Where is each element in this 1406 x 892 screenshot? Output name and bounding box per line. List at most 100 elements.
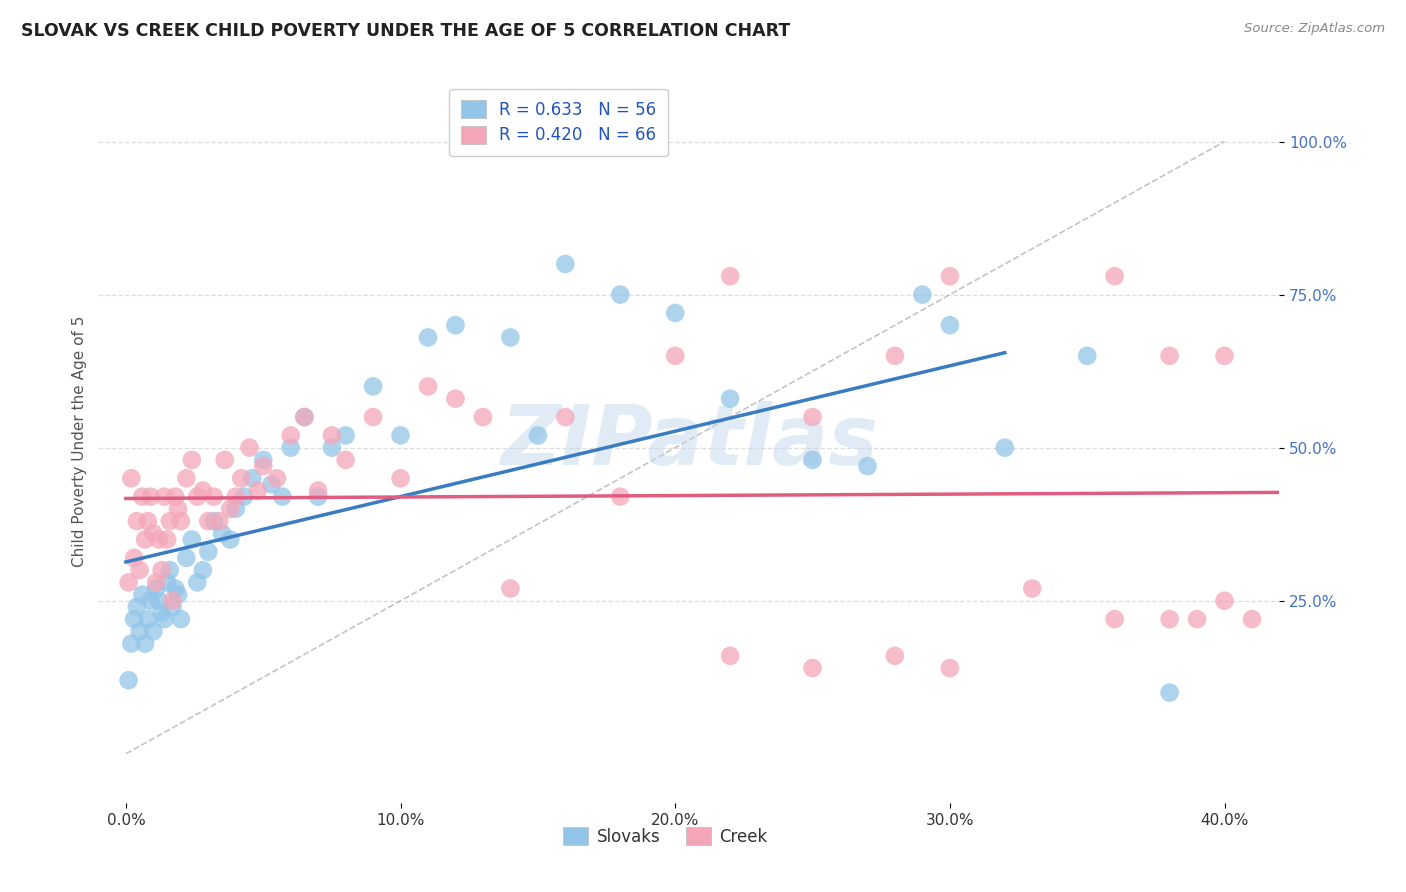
Point [1159, 349, 1181, 363]
Point [125, 599, 148, 614]
Point [202, 490, 225, 504]
Point [167, 502, 190, 516]
Point [260, 477, 283, 491]
Point [911, 287, 934, 301]
Point [122, 612, 145, 626]
Point [202, 514, 225, 528]
Point [180, 453, 202, 467]
Point [718, 392, 741, 406]
Point [176, 550, 198, 565]
Point [120, 471, 142, 485]
Point [153, 612, 176, 626]
Point [170, 612, 193, 626]
Point [1185, 612, 1208, 626]
Point [307, 490, 329, 504]
Point [1213, 349, 1236, 363]
Point [554, 410, 576, 425]
Point [139, 593, 162, 607]
Point [240, 471, 263, 485]
Point [156, 533, 179, 547]
Point [125, 514, 148, 528]
Point [416, 330, 439, 344]
Point [335, 428, 357, 442]
Point [1104, 612, 1126, 626]
Point [219, 533, 242, 547]
Point [664, 349, 686, 363]
Point [214, 453, 236, 467]
Point [361, 410, 384, 425]
Point [527, 428, 550, 442]
Point [225, 490, 247, 504]
Point [939, 661, 962, 675]
Point [884, 648, 907, 663]
Point [444, 318, 467, 333]
Point [191, 483, 214, 498]
Point [361, 379, 384, 393]
Point [294, 410, 316, 425]
Point [186, 490, 208, 504]
Point [801, 410, 824, 425]
Point [1159, 685, 1181, 699]
Point [939, 318, 962, 333]
Point [233, 490, 256, 504]
Point [219, 502, 242, 516]
Point [142, 624, 165, 639]
Point [1076, 349, 1098, 363]
Point [252, 458, 274, 473]
Point [122, 550, 145, 565]
Point [167, 588, 190, 602]
Point [280, 428, 302, 442]
Point [176, 471, 198, 485]
Point [136, 514, 159, 528]
Point [939, 269, 962, 284]
Point [294, 410, 316, 425]
Point [499, 582, 522, 596]
Text: ZIPatlas: ZIPatlas [501, 401, 877, 482]
Point [208, 514, 231, 528]
Text: Source: ZipAtlas.com: Source: ZipAtlas.com [1244, 22, 1385, 36]
Point [554, 257, 576, 271]
Point [444, 392, 467, 406]
Point [165, 582, 187, 596]
Point [150, 606, 173, 620]
Point [139, 490, 162, 504]
Point [145, 575, 167, 590]
Point [389, 471, 412, 485]
Point [252, 453, 274, 467]
Point [471, 410, 494, 425]
Point [142, 526, 165, 541]
Point [718, 269, 741, 284]
Point [156, 575, 179, 590]
Point [180, 533, 202, 547]
Point [1159, 612, 1181, 626]
Text: SLOVAK VS CREEK CHILD POVERTY UNDER THE AGE OF 5 CORRELATION CHART: SLOVAK VS CREEK CHILD POVERTY UNDER THE … [21, 22, 790, 40]
Point [117, 673, 139, 688]
Point [246, 483, 269, 498]
Point [499, 330, 522, 344]
Point [1104, 269, 1126, 284]
Point [134, 637, 156, 651]
Point [1240, 612, 1263, 626]
Point [131, 588, 153, 602]
Point [664, 306, 686, 320]
Point [148, 593, 170, 607]
Point [389, 428, 412, 442]
Point [170, 514, 193, 528]
Point [191, 563, 214, 577]
Point [1213, 593, 1236, 607]
Point [136, 612, 159, 626]
Point [159, 514, 181, 528]
Point [609, 287, 631, 301]
Point [128, 563, 150, 577]
Point [271, 490, 294, 504]
Point [120, 637, 142, 651]
Point [718, 648, 741, 663]
Point [321, 441, 343, 455]
Point [162, 599, 184, 614]
Point [335, 453, 357, 467]
Point [884, 349, 907, 363]
Point [280, 441, 302, 455]
Point [134, 533, 156, 547]
Point [159, 563, 181, 577]
Point [609, 490, 631, 504]
